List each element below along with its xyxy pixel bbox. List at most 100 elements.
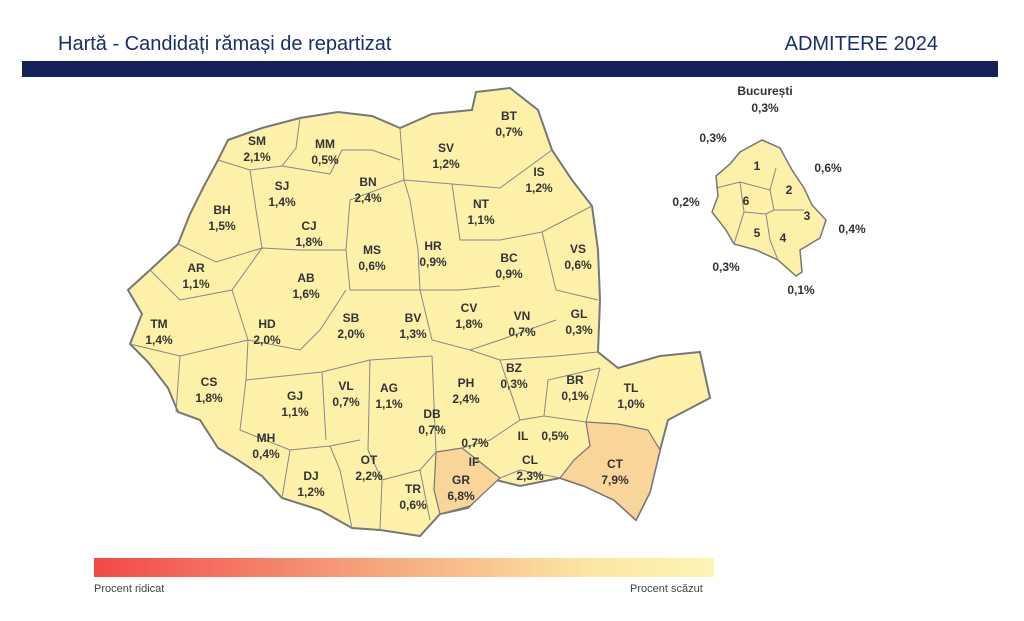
- county-code-sm: SM: [248, 134, 266, 148]
- county-code-nt: NT: [473, 197, 490, 211]
- county-value-cl: 2,3%: [516, 469, 544, 483]
- county-value-sm: 2,1%: [243, 150, 271, 164]
- county-value-sv: 1,2%: [432, 157, 460, 171]
- county-code-gr: GR: [452, 473, 470, 487]
- county-borders: [129, 117, 601, 531]
- county-value-tm: 1,4%: [145, 333, 173, 347]
- county-code-bh: BH: [213, 203, 230, 217]
- county-code-vn: VN: [514, 309, 531, 323]
- county-value-bh: 1,5%: [208, 219, 236, 233]
- county-value-nt: 1,1%: [467, 213, 495, 227]
- sector-number-6: 6: [743, 194, 750, 208]
- county-code-tr: TR: [405, 482, 421, 496]
- county-value-tl: 1,0%: [617, 397, 645, 411]
- county-value-bc: 0,9%: [495, 267, 523, 281]
- bucharest-title: București: [737, 84, 792, 98]
- county-code-ct: CT: [607, 457, 624, 471]
- county-code-sv: SV: [438, 141, 454, 155]
- county-ct-area: [559, 421, 661, 521]
- county-labels: SM 2,1% MM 0,5% BT 0,7% SV 1,2% IS 1,2% BN 2,4% SJ 1,…: [145, 109, 645, 512]
- county-code-gl: GL: [571, 307, 588, 321]
- county-value-hr: 0,9%: [419, 255, 447, 269]
- sector-number-4: 4: [780, 231, 787, 245]
- admission-year-badge: ADMITERE 2024: [784, 33, 938, 55]
- bucharest-sector-labels: 1 0,3% 2 0,6% 3 0,4% 4 0,1% 5 0,3% 6 0,2%: [672, 131, 866, 297]
- county-value-if: 0,7%: [461, 436, 489, 450]
- county-code-dj: DJ: [303, 469, 318, 483]
- county-code-cs: CS: [201, 375, 218, 389]
- county-value-bt: 0,7%: [495, 125, 523, 139]
- county-value-ag: 1,1%: [375, 397, 403, 411]
- legend-high-label: Procent scăzut: [630, 583, 703, 595]
- header-bar: [22, 61, 998, 77]
- bucharest-total: 0,3%: [751, 101, 779, 115]
- sector-number-2: 2: [786, 183, 793, 197]
- county-code-tl: TL: [624, 381, 639, 395]
- sector-number-1: 1: [754, 159, 761, 173]
- county-value-ot: 2,2%: [355, 469, 383, 483]
- county-code-mm: MM: [315, 137, 335, 151]
- county-code-is: IS: [533, 165, 544, 179]
- county-code-bz: BZ: [506, 361, 522, 375]
- county-value-il: 0,5%: [541, 429, 569, 443]
- county-code-cv: CV: [461, 301, 478, 315]
- county-value-sb: 2,0%: [337, 327, 365, 341]
- sector-number-3: 3: [804, 209, 811, 223]
- county-value-vs: 0,6%: [564, 258, 592, 272]
- legend-low-label: Procent ridicat: [94, 583, 165, 595]
- sector-number-5: 5: [754, 226, 761, 240]
- county-code-br: BR: [566, 373, 584, 387]
- county-code-cj: CJ: [301, 219, 316, 233]
- county-code-ms: MS: [363, 243, 381, 257]
- county-code-ar: AR: [187, 261, 205, 275]
- sector-value-3: 0,4%: [838, 222, 866, 236]
- county-value-cs: 1,8%: [195, 391, 223, 405]
- county-code-tm: TM: [150, 317, 167, 331]
- county-value-br: 0,1%: [561, 389, 589, 403]
- county-value-bn: 2,4%: [354, 191, 382, 205]
- county-value-vl: 0,7%: [332, 395, 360, 409]
- county-code-bc: BC: [500, 251, 518, 265]
- county-code-sb: SB: [343, 311, 360, 325]
- county-code-bn: BN: [359, 175, 376, 189]
- county-gr-area: [433, 447, 501, 515]
- county-value-ar: 1,1%: [182, 277, 210, 291]
- sector-value-6: 0,2%: [672, 195, 700, 209]
- county-value-ct: 7,9%: [601, 473, 629, 487]
- county-code-vs: VS: [570, 242, 586, 256]
- county-code-mh: MH: [257, 431, 276, 445]
- county-value-db: 0,7%: [418, 423, 446, 437]
- sector-value-2: 0,6%: [814, 161, 842, 175]
- county-code-sj: SJ: [275, 179, 290, 193]
- county-code-cl: CL: [522, 453, 538, 467]
- county-value-hd: 2,0%: [253, 333, 281, 347]
- county-code-vl: VL: [338, 379, 353, 393]
- county-code-if: IF: [469, 455, 480, 469]
- county-value-mh: 0,4%: [252, 447, 280, 461]
- county-value-mm: 0,5%: [311, 153, 339, 167]
- county-value-ab: 1,6%: [292, 287, 320, 301]
- legend-gradient-bar: [94, 558, 714, 577]
- county-code-ab: AB: [297, 271, 315, 285]
- county-code-db: DB: [423, 407, 441, 421]
- county-value-bv: 1,3%: [399, 327, 427, 341]
- county-code-hd: HD: [258, 317, 276, 331]
- county-value-gr: 6,8%: [447, 489, 475, 503]
- page-title: Hartă - Candidați rămași de repartizat: [58, 33, 392, 55]
- sector-value-5: 0,3%: [712, 260, 740, 274]
- county-value-cv: 1,8%: [455, 317, 483, 331]
- county-code-ot: OT: [361, 453, 378, 467]
- bucharest-sector-borders: [715, 167, 804, 261]
- county-value-gj: 1,1%: [281, 405, 309, 419]
- county-code-hr: HR: [424, 239, 442, 253]
- county-code-ag: AG: [380, 381, 398, 395]
- county-value-ph: 2,4%: [452, 392, 480, 406]
- county-code-il: IL: [518, 429, 529, 443]
- county-value-cj: 1,8%: [295, 235, 323, 249]
- county-code-ph: PH: [458, 376, 475, 390]
- county-value-tr: 0,6%: [399, 498, 427, 512]
- county-value-ms: 0,6%: [358, 259, 386, 273]
- county-value-dj: 1,2%: [297, 485, 325, 499]
- county-code-bv: BV: [405, 311, 422, 325]
